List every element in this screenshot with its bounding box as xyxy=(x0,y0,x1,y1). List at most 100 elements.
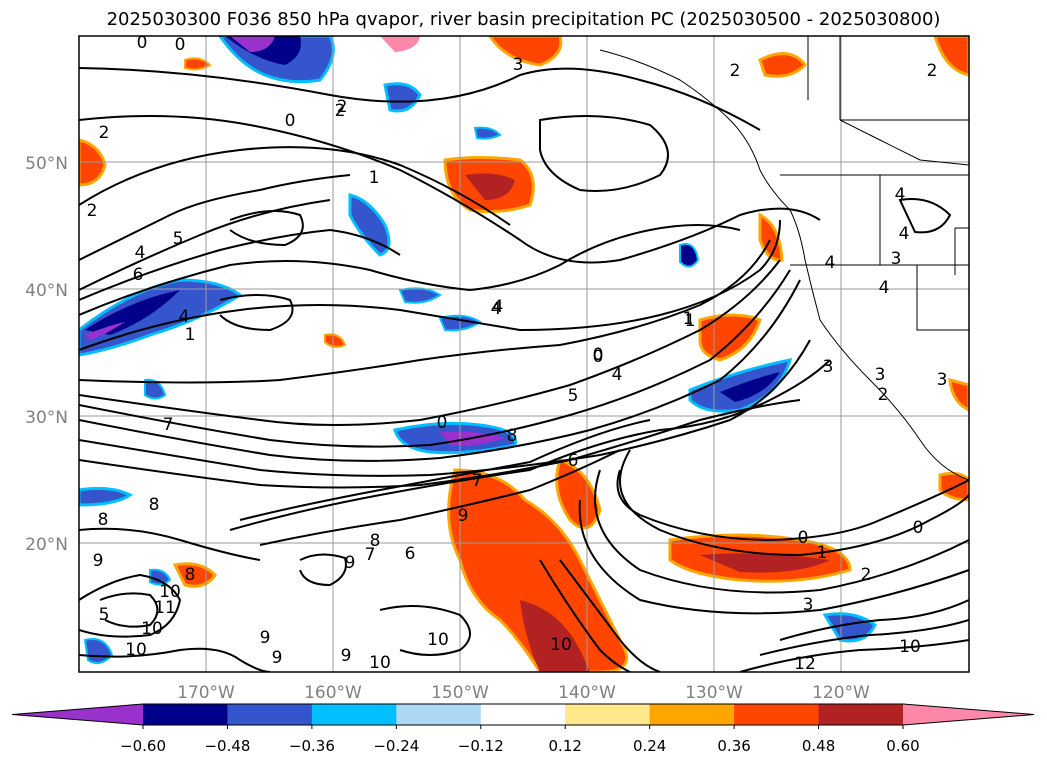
lon-label: 120°W xyxy=(812,683,870,703)
positive-field xyxy=(184,57,212,71)
negative-field xyxy=(679,243,700,268)
contour-line xyxy=(299,553,347,587)
colorbar-bin xyxy=(480,704,566,725)
colorbar-bin xyxy=(565,704,651,725)
lat-label: 50°N xyxy=(25,154,68,174)
negative-field xyxy=(348,193,391,257)
positive-precip-fields xyxy=(79,36,969,672)
contour-label: 0 xyxy=(137,33,148,53)
contour-line xyxy=(739,639,969,672)
colorbar-tick-label: −0.12 xyxy=(458,737,504,755)
colorbar-bin xyxy=(818,704,904,725)
contour-label: 8 xyxy=(98,510,109,530)
contour-line xyxy=(229,359,831,531)
contour-label: 8 xyxy=(507,426,518,446)
negative-field xyxy=(149,568,172,586)
contour-label: 2 xyxy=(99,123,110,143)
province-border xyxy=(807,36,969,121)
positive-field xyxy=(172,562,217,588)
contour-line xyxy=(79,115,821,264)
contour-line xyxy=(779,599,969,641)
qvapor-contours xyxy=(79,67,969,672)
contour-line xyxy=(229,210,304,247)
contour-label: 10 xyxy=(427,630,449,650)
lat-label: 40°N xyxy=(25,281,68,301)
coastline xyxy=(839,119,969,166)
contour-label: 7 xyxy=(163,415,174,435)
contour-line xyxy=(259,449,621,546)
lon-label: 150°W xyxy=(431,683,489,703)
gridlines xyxy=(79,36,969,672)
contour-label: 10 xyxy=(369,653,391,673)
contour-label: 2 xyxy=(927,61,938,81)
colorbar-bin xyxy=(143,704,228,725)
contour-label: 1 xyxy=(185,325,196,345)
contour-label: 8 xyxy=(370,531,381,551)
contour-line xyxy=(539,559,631,672)
negative-field xyxy=(383,82,422,113)
colorbar-bin xyxy=(311,704,397,725)
contour-label: 3 xyxy=(803,595,814,615)
contour-line xyxy=(759,619,969,656)
contour-label: 4 xyxy=(612,365,623,385)
figure-title: 2025030300 F036 850 hPa qvapor, river ba… xyxy=(106,9,941,30)
contour-label: 10 xyxy=(141,619,163,639)
contour-line xyxy=(219,294,294,332)
positive-field xyxy=(380,36,420,52)
contour-line xyxy=(898,198,952,234)
contour-label: 4 xyxy=(493,297,504,317)
contour-label: 0 xyxy=(285,111,296,131)
colorbar-extend-max xyxy=(903,704,1034,725)
colorbar-extend-min xyxy=(12,704,143,725)
lon-label: 140°W xyxy=(558,683,616,703)
colorbar-tick-label: −0.48 xyxy=(204,737,250,755)
contour-label: 8 xyxy=(185,565,196,585)
colorbar-tick-label: −0.24 xyxy=(373,737,419,755)
contour-label: 9 xyxy=(93,551,104,571)
lon-label: 130°W xyxy=(685,683,743,703)
contour-label: 3 xyxy=(937,370,948,390)
contour-line xyxy=(79,279,801,462)
lat-label: 20°N xyxy=(25,535,68,555)
negative-field xyxy=(144,378,167,400)
colorbar-tick-label: −0.36 xyxy=(289,737,335,755)
lat-label: 30°N xyxy=(25,408,68,428)
contour-label: 4 xyxy=(179,307,190,327)
coastlines xyxy=(599,36,969,481)
contour-label: 4 xyxy=(135,243,146,263)
contour-line xyxy=(578,499,969,615)
contour-label: 12 xyxy=(794,654,816,674)
contour-line xyxy=(539,115,669,192)
contour-label: 3 xyxy=(513,55,524,75)
colorbar-tick-label: −0.60 xyxy=(120,737,166,755)
contour-label: 2 xyxy=(861,565,872,585)
positive-field xyxy=(520,600,590,672)
positive-field xyxy=(758,52,807,78)
positive-field xyxy=(698,313,762,362)
colorbar: −0.60 −0.48 −0.36 −0.24 −0.12 0.12 0.24 0.36 0.4… xyxy=(11,703,1035,755)
negative-field xyxy=(822,612,877,643)
contour-line xyxy=(79,174,351,261)
coastline xyxy=(599,49,969,481)
contour-label: 9 xyxy=(458,506,469,526)
contour-label: 1 xyxy=(685,311,696,331)
contour-label: 9 xyxy=(345,553,356,573)
positive-field xyxy=(700,553,830,573)
contour-label: 5 xyxy=(173,229,184,249)
contour-line xyxy=(79,269,791,448)
positive-field xyxy=(488,36,563,67)
positive-field xyxy=(465,173,515,200)
colorbar-bin xyxy=(227,704,313,725)
colorbar-bin xyxy=(649,704,735,725)
contour-label: 5 xyxy=(99,605,110,625)
lon-label: 170°W xyxy=(177,683,235,703)
negative-field xyxy=(230,36,275,52)
contour-line xyxy=(79,527,261,561)
lon-label: 160°W xyxy=(304,683,362,703)
negative-field xyxy=(720,372,780,402)
contour-line xyxy=(79,146,511,226)
contour-label: 2 xyxy=(730,61,741,81)
contour-label: 7 xyxy=(472,471,483,491)
axis-labels: 50°N 40°N 30°N 20°N 170°W 160°W 150°W 14… xyxy=(25,154,870,703)
